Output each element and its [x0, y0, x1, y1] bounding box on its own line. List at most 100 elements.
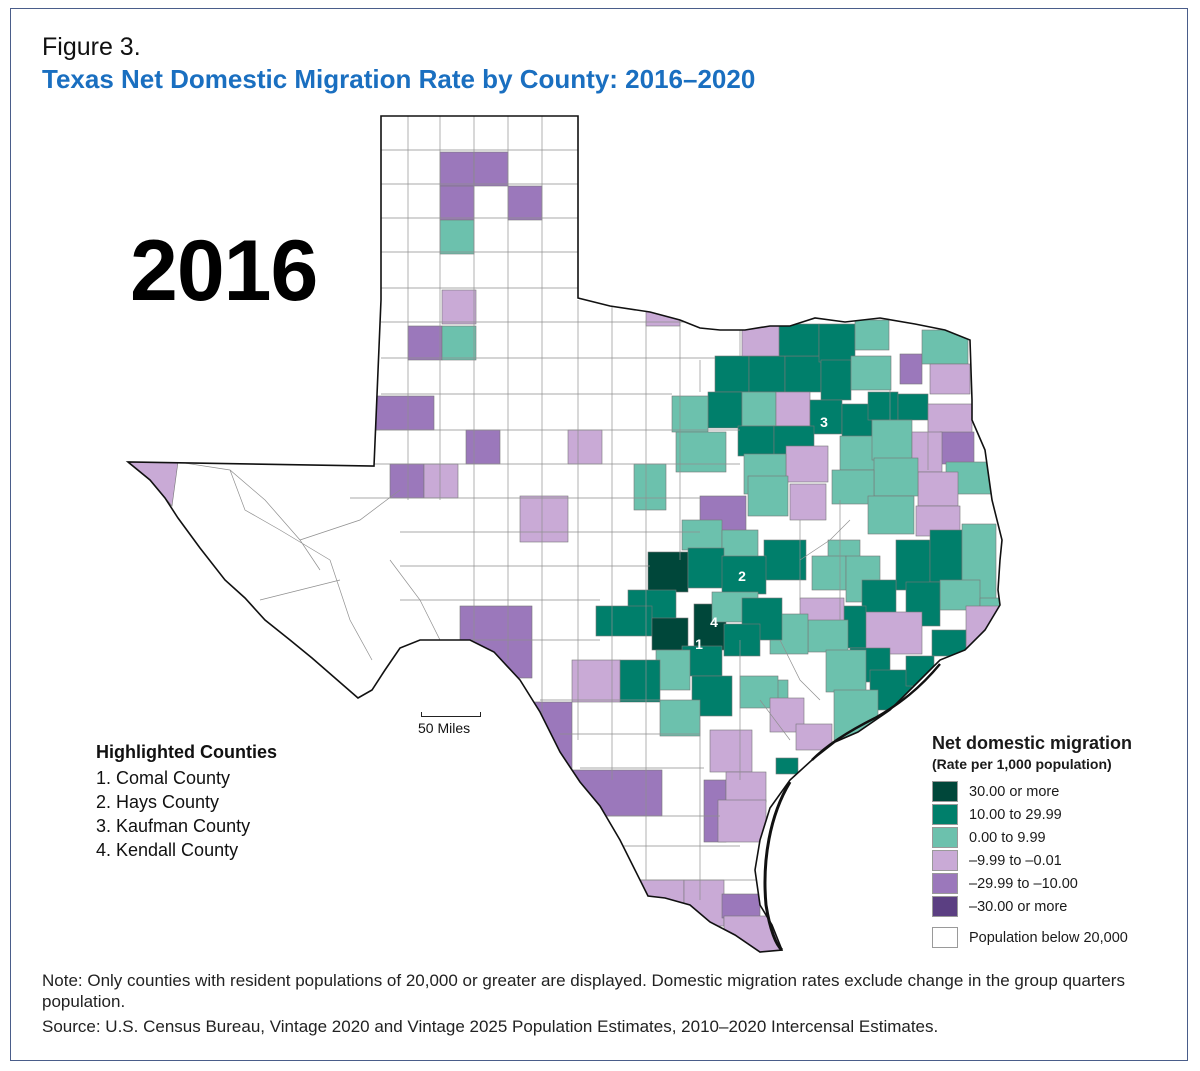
- county-layer: [128, 151, 1002, 952]
- county-panhandle-h: [441, 325, 477, 361]
- legend-swatch: [932, 927, 958, 948]
- map-label-4: 4: [710, 614, 718, 630]
- legend: Net domestic migration (Rate per 1,000 p…: [932, 733, 1132, 949]
- county-tyler: [929, 529, 963, 583]
- county-val-verde: [459, 605, 533, 679]
- county-webb: [571, 769, 663, 817]
- county-brazos: [763, 539, 807, 581]
- county-panhandle-g: [407, 325, 443, 361]
- legend-label: 30.00 or more: [969, 783, 1060, 800]
- county-nacogdoches: [917, 471, 959, 507]
- legend-item: 30.00 or more: [932, 780, 1132, 803]
- legend-swatch: [932, 873, 958, 894]
- legend-item: 10.00 to 29.99: [932, 803, 1132, 826]
- county-panhandle-f: [441, 289, 477, 325]
- legend-swatch: [932, 827, 958, 848]
- county-fannin: [818, 323, 856, 363]
- county-uvalde: [571, 659, 621, 703]
- legend-label: –29.99 to –10.00: [969, 875, 1078, 892]
- legend-item: –9.99 to –0.01: [932, 849, 1132, 872]
- source-note: Source: U.S. Census Bureau, Vintage 2020…: [42, 1017, 939, 1036]
- county-west-f: [519, 495, 569, 543]
- legend-label: 10.00 to 29.99: [969, 806, 1062, 823]
- legend-item: –30.00 or more: [932, 895, 1132, 918]
- county-north-a: [645, 295, 681, 327]
- county-lamar: [854, 319, 890, 351]
- scale-bar-label: 50 Miles: [418, 720, 471, 736]
- legend-item: –29.99 to –10.00: [932, 872, 1132, 895]
- legend-item: 0.00 to 9.99: [932, 826, 1132, 849]
- county-san-patricio: [725, 771, 767, 803]
- county-polk: [895, 539, 931, 591]
- highlighted-county-3: 3. Kaufman County: [96, 816, 251, 836]
- county-harris: [855, 611, 923, 655]
- county-dfw-a: [714, 355, 750, 393]
- county-palo-pinto: [671, 395, 709, 433]
- county-west-d: [389, 463, 425, 499]
- county-smith: [871, 419, 913, 461]
- county-cameron: [723, 915, 795, 952]
- county-titus: [899, 353, 923, 385]
- county-wharton: [825, 649, 867, 693]
- legend-title: Net domestic migration: [932, 733, 1133, 753]
- legend-subtitle: (Rate per 1,000 population): [932, 756, 1112, 772]
- legend-items: 30.00 or more 10.00 to 29.99 0.00 to 9.9…: [932, 780, 1132, 949]
- county-panhandle-a: [439, 151, 475, 187]
- highlighted-counties: Highlighted Counties 1. Comal County 2. …: [96, 742, 277, 862]
- county-west-b: [465, 429, 501, 465]
- county-medina: [619, 659, 661, 703]
- legend-label: Population below 20,000: [969, 929, 1128, 946]
- county-hays: [721, 555, 767, 595]
- county-hopkins: [850, 355, 892, 391]
- highlighted-county-2: 2. Hays County: [96, 792, 220, 812]
- county-limestone: [789, 483, 827, 521]
- county-erath: [675, 431, 727, 473]
- figure-frame: [10, 8, 1188, 1061]
- county-johnson: [737, 425, 775, 457]
- county-mclennan: [747, 475, 789, 517]
- county-dallas: [775, 391, 811, 427]
- padre-island: [763, 781, 792, 952]
- county-parker: [707, 391, 743, 429]
- county-grayson: [778, 323, 820, 357]
- county-panhandle-b: [473, 151, 509, 187]
- county-cass: [929, 363, 971, 395]
- legend-swatch: [932, 804, 958, 825]
- year-label: 2016: [130, 223, 318, 319]
- county-panhandle-d: [507, 185, 543, 221]
- county-wood: [867, 391, 899, 421]
- county-grid: [177, 116, 929, 900]
- county-navarro: [785, 445, 829, 483]
- county-hardin: [939, 579, 981, 611]
- county-calhoun: [795, 723, 833, 751]
- county-kaufman: [809, 399, 843, 435]
- county-harrison: [927, 403, 973, 435]
- figure-label: Figure 3.: [42, 33, 141, 61]
- highlighted-counties-header: Highlighted Counties: [96, 742, 277, 762]
- legend-item: Population below 20,000: [932, 926, 1132, 949]
- county-anderson: [831, 469, 875, 505]
- county-upshur: [897, 393, 929, 421]
- county-bee: [709, 729, 753, 773]
- legend-swatch: [932, 896, 958, 917]
- highlighted-county-1: 1. Comal County: [96, 768, 231, 788]
- scale-bar: 50 Miles: [418, 712, 488, 736]
- county-bexar: [655, 649, 691, 691]
- county-tarrant: [741, 391, 777, 427]
- county-nueces: [717, 799, 767, 843]
- county-austin: [807, 619, 849, 653]
- county-grimes: [811, 555, 847, 591]
- legend-label: –9.99 to –0.01: [969, 852, 1062, 869]
- map-label-1: 1: [695, 636, 703, 652]
- county-willacy: [721, 893, 761, 919]
- county-west-c: [567, 429, 603, 465]
- county-atascosa: [659, 699, 701, 737]
- county-cooke: [741, 325, 780, 357]
- legend-label: 0.00 to 9.99: [969, 829, 1046, 846]
- county-panhandle-e: [439, 219, 475, 255]
- legend-swatch: [932, 781, 958, 802]
- figure-title: Texas Net Domestic Migration Rate by Cou…: [42, 64, 756, 94]
- county-montgomery: [861, 579, 897, 617]
- county-hunt: [820, 359, 852, 401]
